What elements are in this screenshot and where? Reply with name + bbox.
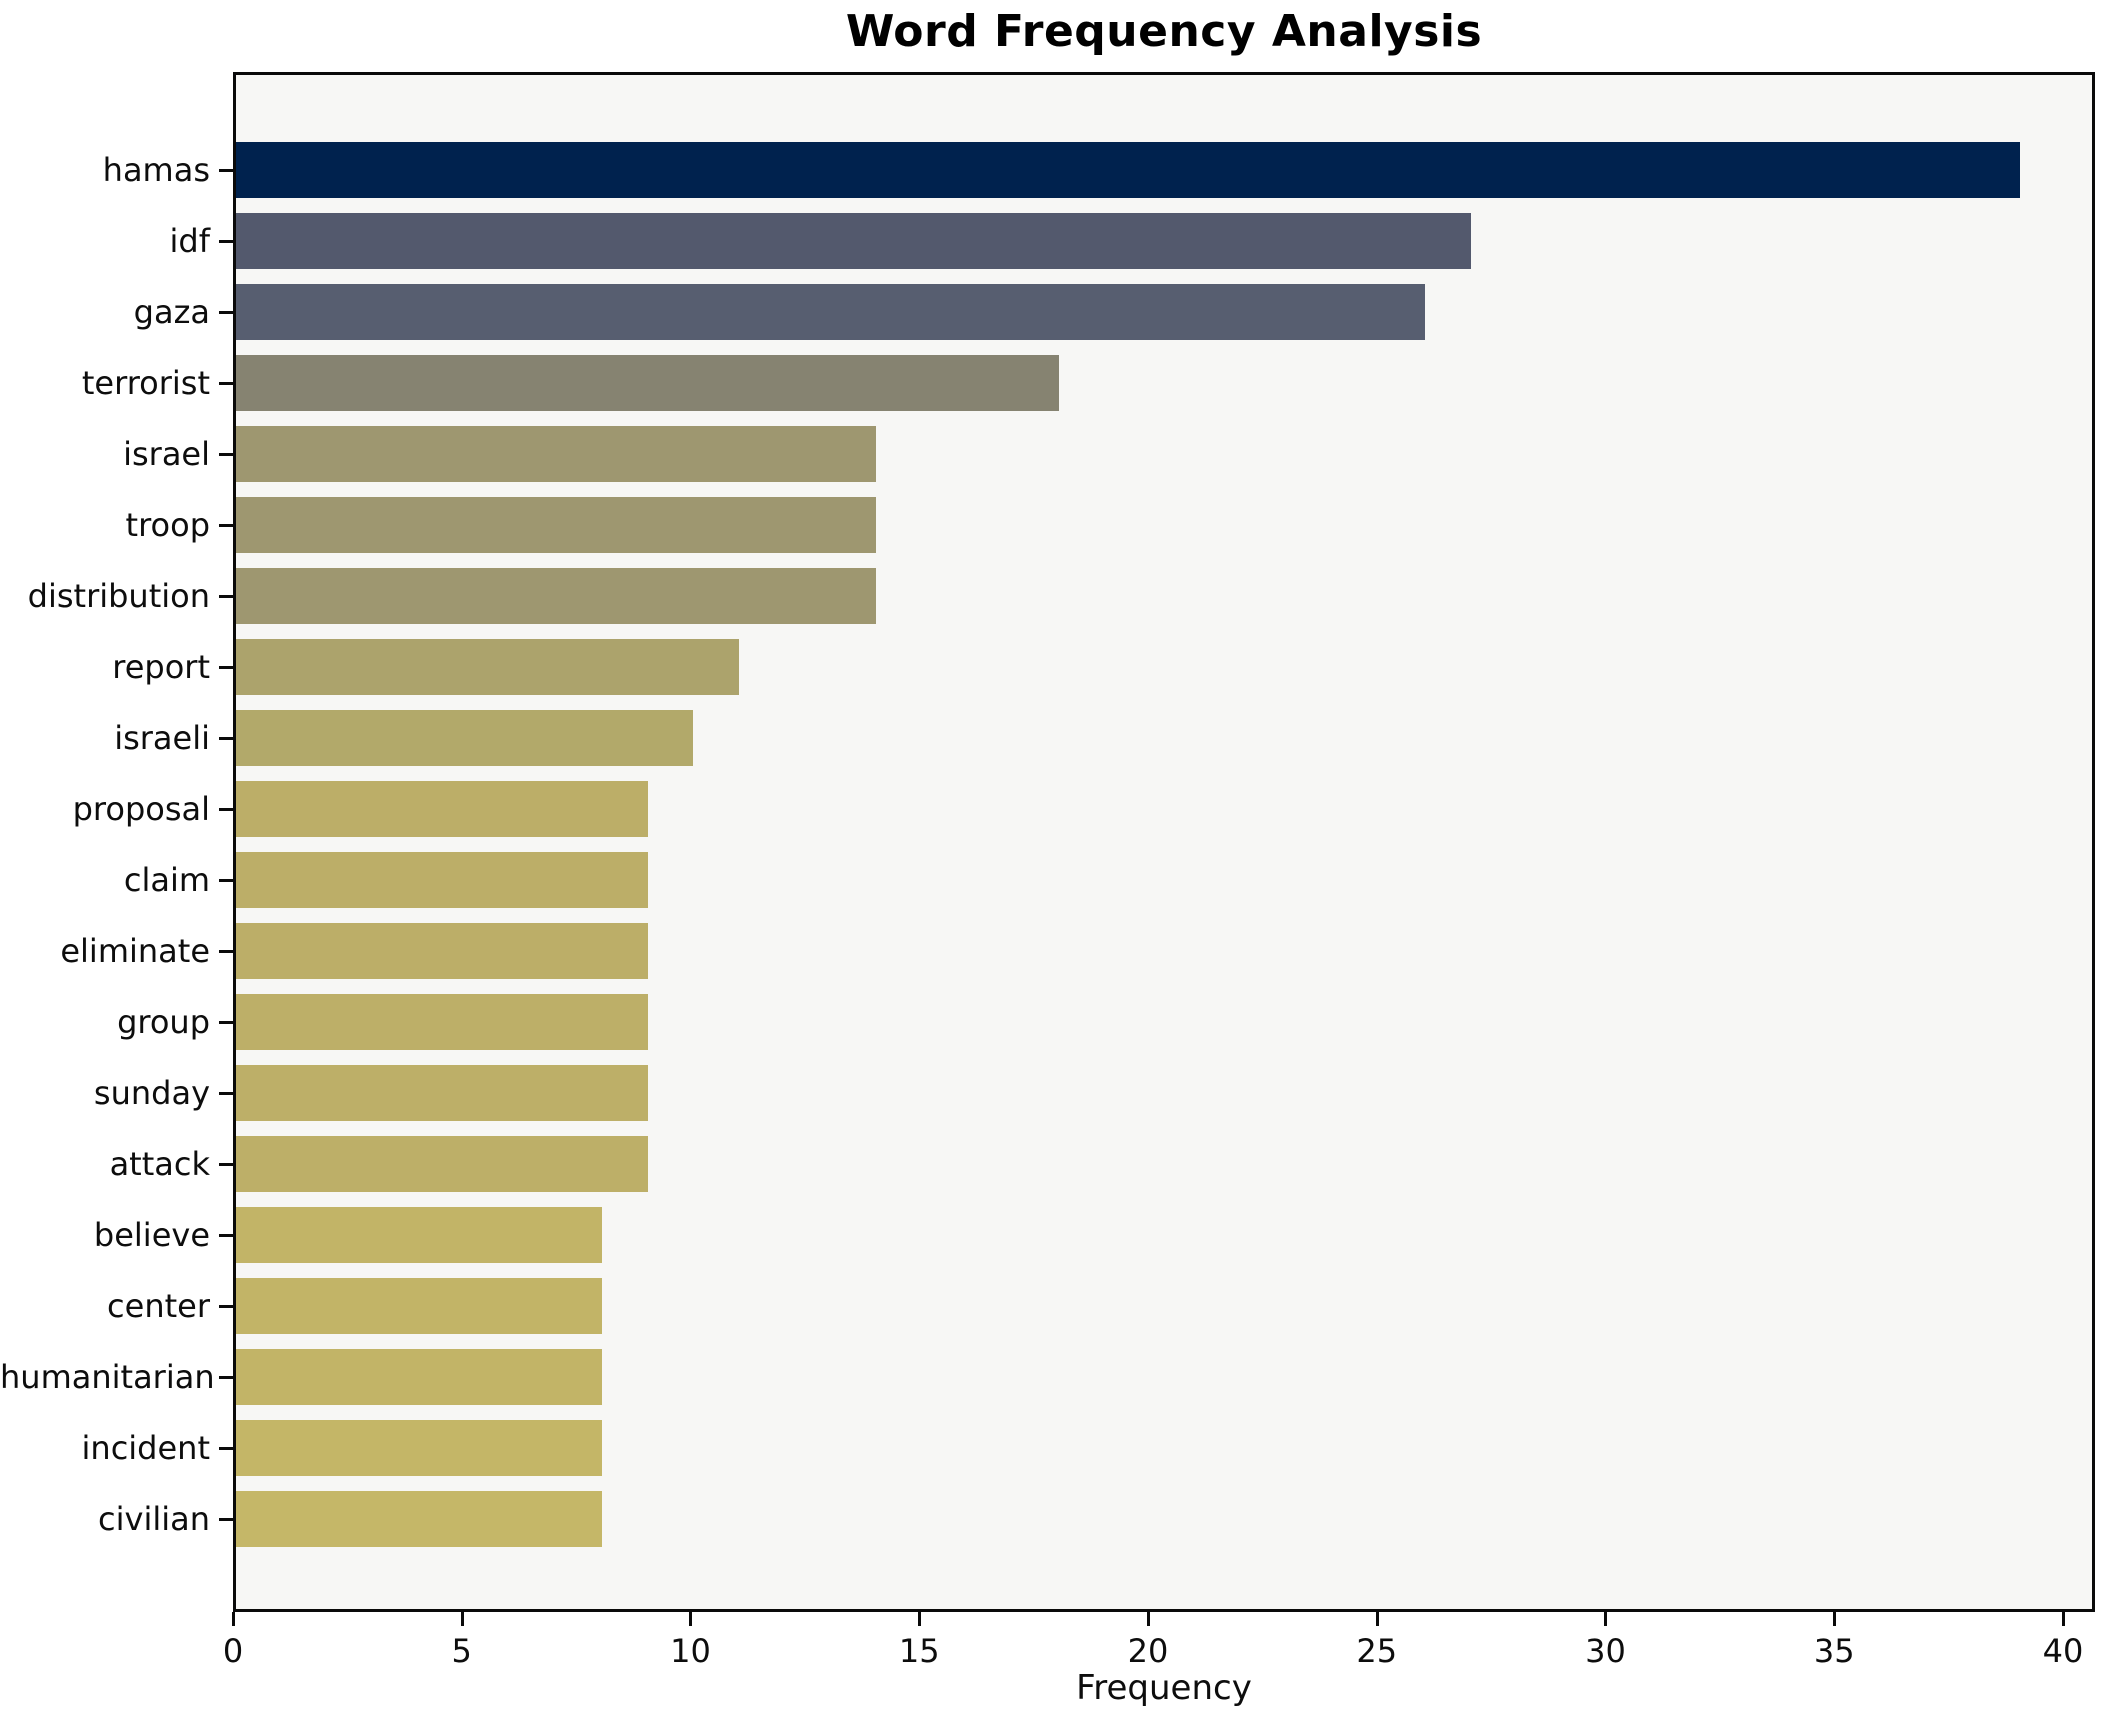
bar-civilian	[236, 1491, 602, 1547]
y-tick-label-incident: incident	[81, 1429, 210, 1467]
x-tick-mark	[1604, 1612, 1608, 1626]
bar-israeli	[236, 710, 694, 766]
x-tick-label-5: 5	[451, 1632, 472, 1670]
bar-incident	[236, 1420, 602, 1476]
bar-center	[236, 1278, 602, 1334]
x-axis-label: Frequency	[1076, 1668, 1252, 1708]
bar-hamas	[236, 142, 2021, 198]
y-tick-mark	[219, 1518, 233, 1521]
bar-believe	[236, 1207, 602, 1263]
x-tick-mark	[460, 1612, 464, 1626]
y-tick-label-terrorist: terrorist	[81, 364, 210, 402]
y-tick-label-troop: troop	[125, 506, 210, 544]
y-tick-label-hamas: hamas	[102, 151, 210, 189]
x-tick-label-30: 30	[1585, 1632, 1626, 1670]
bar-report	[236, 639, 740, 695]
y-tick-mark	[219, 453, 233, 456]
x-tick-label-20: 20	[1127, 1632, 1169, 1670]
y-tick-label-idf: idf	[169, 222, 210, 260]
bar-sunday	[236, 1065, 648, 1121]
y-tick-label-eliminate: eliminate	[60, 932, 210, 970]
bar-humanitarian	[236, 1349, 602, 1405]
y-tick-label-gaza: gaza	[133, 293, 210, 331]
x-tick-mark	[1833, 1612, 1837, 1626]
y-tick-mark	[219, 1092, 233, 1095]
y-tick-label-israeli: israeli	[114, 719, 210, 757]
x-tick-mark	[1146, 1612, 1150, 1626]
bar-claim	[236, 852, 648, 908]
y-tick-mark	[219, 382, 233, 385]
bar-group	[236, 994, 648, 1050]
y-tick-label-distribution: distribution	[27, 577, 210, 615]
y-tick-label-group: group	[117, 1003, 210, 1041]
y-tick-label-humanitarian: humanitarian	[0, 1358, 215, 1396]
y-tick-label-center: center	[107, 1287, 210, 1325]
bar-israel	[236, 426, 877, 482]
y-tick-label-proposal: proposal	[72, 790, 210, 828]
bar-eliminate	[236, 923, 648, 979]
y-tick-label-civilian: civilian	[98, 1500, 210, 1538]
y-tick-label-israel: israel	[123, 435, 210, 473]
x-tick-mark	[689, 1612, 693, 1626]
bar-proposal	[236, 781, 648, 837]
y-tick-label-believe: believe	[93, 1216, 210, 1254]
y-tick-mark	[219, 1447, 233, 1450]
x-tick-label-35: 35	[1813, 1632, 1855, 1670]
bar-troop	[236, 497, 877, 553]
x-tick-label-25: 25	[1356, 1632, 1398, 1670]
y-tick-mark	[219, 169, 233, 172]
bar-gaza	[236, 284, 1426, 340]
x-tick-label-10: 10	[670, 1632, 711, 1670]
bar-idf	[236, 213, 1472, 269]
bar-terrorist	[236, 355, 1060, 411]
y-axis-labels: hamas idf gaza terrorist israel troop distribu…	[0, 72, 215, 1612]
y-tick-label-sunday: sunday	[93, 1074, 210, 1112]
y-tick-mark	[219, 1163, 233, 1166]
y-tick-mark	[219, 737, 233, 740]
x-tick-label-0: 0	[222, 1632, 244, 1670]
x-tick-label-15: 15	[898, 1632, 940, 1670]
y-tick-mark	[219, 1376, 233, 1379]
y-tick-mark	[219, 524, 233, 527]
y-tick-label-attack: attack	[109, 1145, 210, 1183]
y-tick-mark	[219, 879, 233, 882]
y-tick-mark	[219, 595, 233, 598]
x-tick-mark	[232, 1612, 235, 1626]
x-tick-label-40: 40	[2042, 1632, 2084, 1670]
y-tick-label-report: report	[112, 648, 210, 686]
plot-area	[233, 72, 2095, 1612]
y-tick-mark	[219, 1305, 233, 1308]
x-tick-mark	[2061, 1612, 2065, 1626]
y-tick-mark	[219, 240, 233, 243]
x-tick-mark	[918, 1612, 922, 1626]
bar-distribution	[236, 568, 877, 624]
chart-title: Word Frequency Analysis	[845, 6, 1483, 57]
y-tick-mark	[219, 808, 233, 811]
bar-attack	[236, 1136, 648, 1192]
y-tick-label-claim: claim	[123, 861, 210, 899]
y-tick-mark	[219, 666, 233, 669]
x-tick-mark	[1375, 1612, 1379, 1626]
y-tick-mark	[219, 311, 233, 314]
y-tick-mark	[219, 950, 233, 953]
y-tick-mark	[219, 1234, 233, 1237]
y-tick-mark	[219, 1021, 233, 1024]
